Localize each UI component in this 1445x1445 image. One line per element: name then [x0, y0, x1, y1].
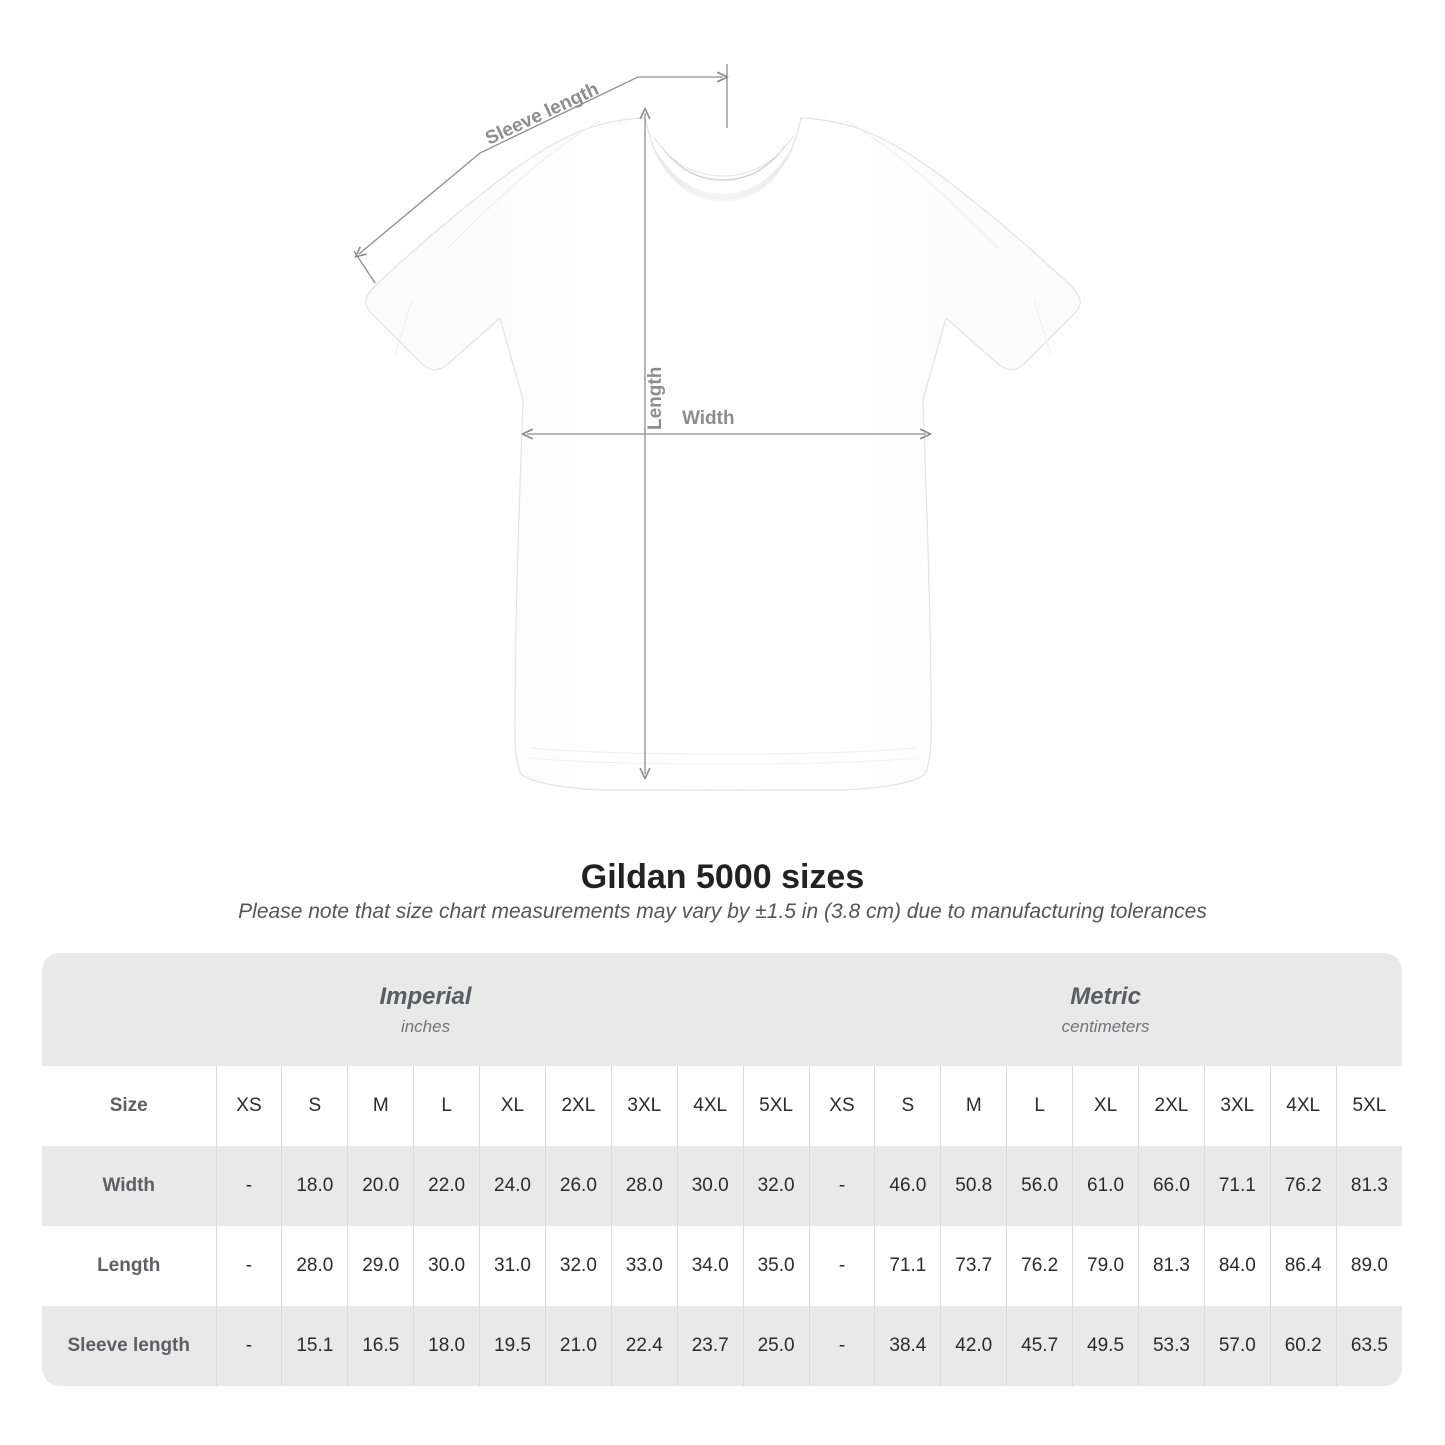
svg-text:Width: Width — [682, 408, 735, 429]
svg-text:Length: Length — [645, 367, 666, 430]
